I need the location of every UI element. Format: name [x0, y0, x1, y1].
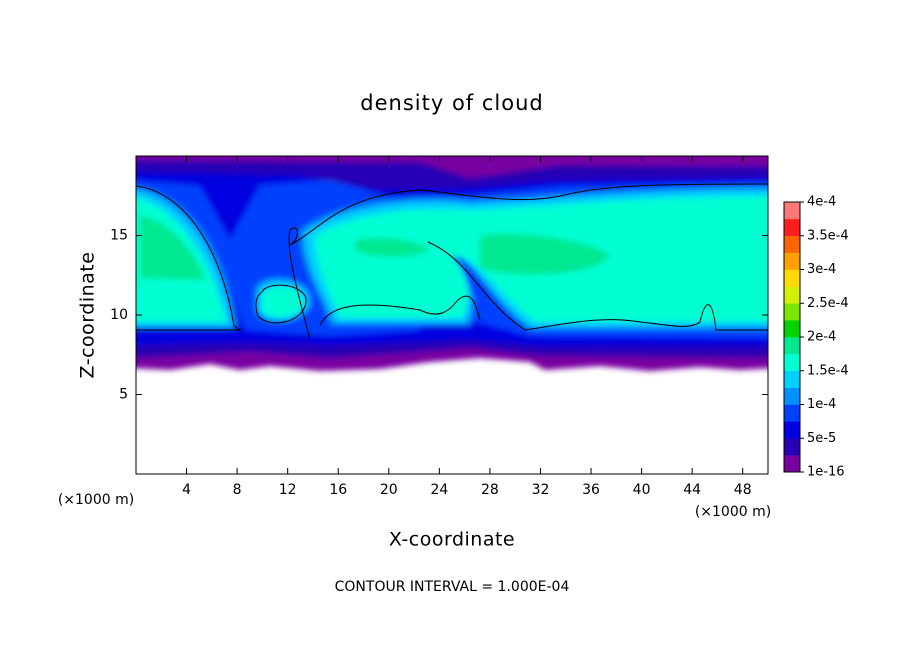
y-tick-label: 10 [110, 307, 128, 323]
colorbar-label: 1e-4 [807, 397, 836, 412]
colorbar-band [784, 218, 800, 237]
footnote: CONTOUR INTERVAL = 1.000E-04 [335, 579, 570, 595]
colorbar-band [784, 370, 800, 388]
x-tick-label: 4 [182, 482, 191, 498]
colorbar-band [784, 421, 800, 439]
x-tick-label: 12 [279, 482, 297, 498]
colorbar-band [784, 455, 800, 473]
colorbar-label: 1.5e-4 [807, 363, 849, 378]
x-tick-label: 28 [481, 482, 499, 498]
colorbar-label: 5e-5 [807, 431, 836, 446]
colorbar-label: 3.5e-4 [807, 228, 849, 243]
colorbar-band [784, 337, 800, 355]
x-tick-label: 8 [233, 482, 242, 498]
x-tick-label: 32 [532, 482, 550, 498]
colorbar-band [784, 438, 800, 456]
colorbar-band [784, 387, 800, 405]
contour-field [136, 156, 768, 371]
x-tick-label: 24 [430, 482, 448, 498]
x-tick-label: 40 [633, 482, 651, 498]
colorbar-band [784, 269, 800, 287]
x-unit-label: (×1000 m) [695, 504, 771, 520]
colorbar-band [784, 303, 800, 321]
colorbar-label: 2.5e-4 [807, 296, 849, 311]
x-axis-label: X-coordinate [389, 529, 515, 551]
colorbar-band [784, 202, 800, 220]
x-tick-label: 44 [683, 482, 701, 498]
y-axis-label: Z-coordinate [77, 252, 99, 379]
x-tick-label: 36 [582, 482, 600, 498]
contour-lines [136, 183, 768, 341]
x-tick-label: 20 [380, 482, 398, 498]
y-unit-label: (×1000 m) [58, 492, 134, 508]
colorbar-band [784, 404, 800, 422]
x-tick-label: 48 [734, 482, 752, 498]
colorbar-band [784, 286, 800, 304]
colorbar-label: 3e-4 [807, 262, 836, 277]
chart-title: density of cloud [360, 91, 543, 115]
y-tick-label: 5 [119, 387, 128, 403]
colorbar-band [784, 320, 800, 338]
colorbar-band [784, 353, 800, 372]
colorbar-band [784, 252, 800, 270]
colorbar-label: 4e-4 [807, 195, 836, 210]
y-tick-label: 15 [110, 228, 128, 244]
x-tick-label: 16 [329, 482, 347, 498]
colorbar-label: 2e-4 [807, 330, 836, 345]
colorbar-label: 1e-16 [807, 465, 845, 480]
colorbar-band [784, 235, 800, 253]
